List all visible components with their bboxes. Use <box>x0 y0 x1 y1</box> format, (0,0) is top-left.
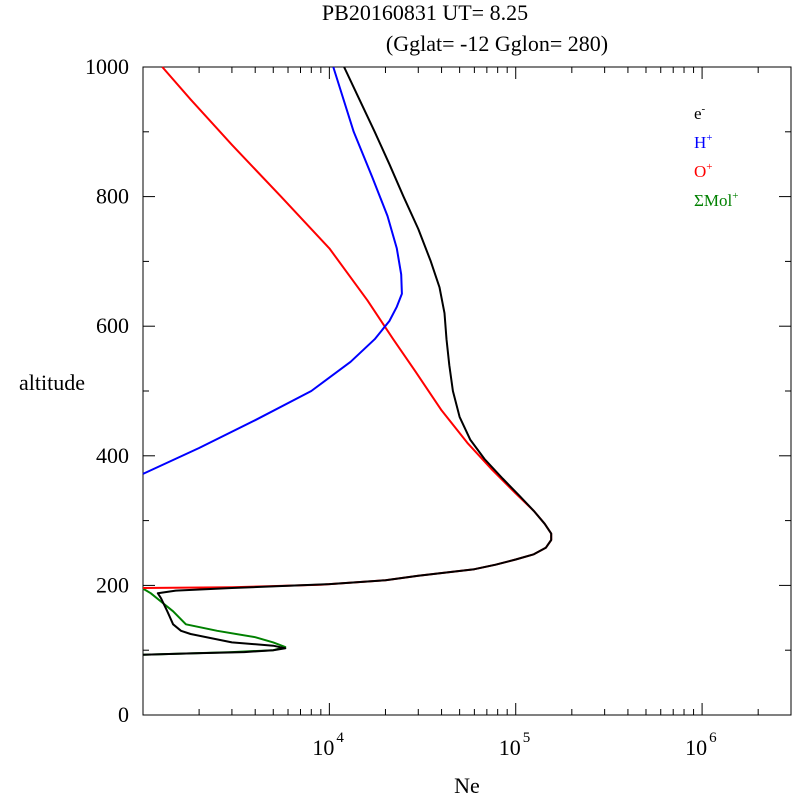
series-line-o <box>142 66 553 589</box>
x-tick-label-exponent: 6 <box>709 730 717 746</box>
x-axis-title: Ne <box>454 773 480 796</box>
chart-subtitle: (Gglat= -12 Gglon= 280) <box>386 31 608 56</box>
legend: e- H+ O+ ΣMol+ <box>694 103 738 210</box>
y-tick-labels: 0 200 400 600 800 1000 <box>85 54 129 727</box>
y-tick-label: 800 <box>96 184 129 209</box>
legend-entry: H+ <box>694 132 713 152</box>
x-tick-label: 10 <box>312 735 334 760</box>
series-line-e <box>142 66 553 656</box>
y-tick-label: 0 <box>118 702 129 727</box>
y-tick-label: 400 <box>96 443 129 468</box>
x-tick-label-exponent: 5 <box>523 730 531 746</box>
legend-entry: ΣMol+ <box>694 190 738 210</box>
x-tick-labels: 10 4 10 5 10 6 <box>312 730 717 760</box>
x-tick-label: 10 <box>499 735 521 760</box>
legend-entry: e- <box>694 103 706 123</box>
x-tick-label-exponent: 4 <box>336 730 344 746</box>
tick-marks <box>142 66 792 716</box>
y-tick-label: 1000 <box>85 54 129 79</box>
series-line-h <box>142 66 403 475</box>
x-tick-label: 10 <box>685 735 707 760</box>
y-tick-label: 600 <box>96 313 129 338</box>
series-lines <box>142 66 553 656</box>
y-tick-label: 200 <box>96 572 129 597</box>
chart-title: PB20160831 UT= 8.25 <box>322 0 528 25</box>
y-axis-title: altitude <box>19 370 85 395</box>
legend-entry: O+ <box>694 161 713 181</box>
